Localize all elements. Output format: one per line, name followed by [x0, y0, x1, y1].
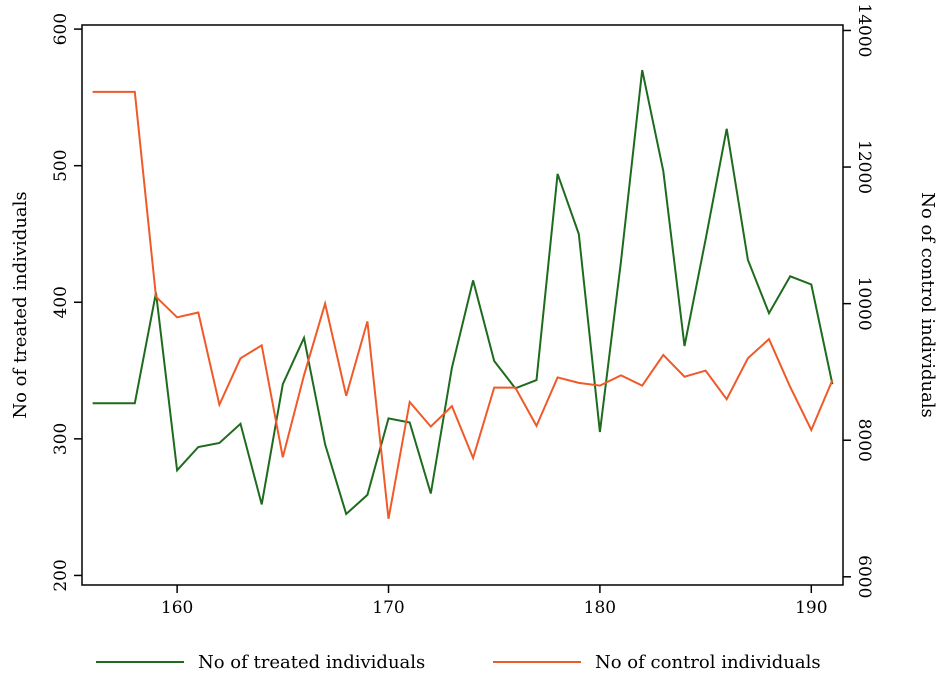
- x-axis: 160 170 180 190: [161, 585, 828, 618]
- legend: No of treated individuals No of control …: [96, 652, 821, 673]
- y-left-tick-label: 600: [51, 13, 71, 45]
- series-line-treated: [92, 69, 834, 516]
- series-line-control: [92, 90, 834, 519]
- series-lines: [92, 69, 834, 519]
- y-axis-left-title: No of treated individuals: [10, 191, 31, 418]
- x-tick-label: 190: [795, 598, 827, 618]
- legend-label-control: No of control individuals: [595, 652, 821, 673]
- x-tick-label: 180: [584, 598, 616, 618]
- y-right-tick-label: 6000: [854, 555, 874, 598]
- y-right-tick-label: 8000: [854, 419, 874, 462]
- y-left-tick-label: 200: [51, 559, 71, 591]
- y-left-tick-label: 400: [51, 286, 71, 318]
- y-axis-right-title: No of control individuals: [917, 192, 938, 418]
- y-left-tick-label: 300: [51, 423, 71, 455]
- y-axis-right: 6000 8000 10000 12000 14000: [843, 3, 874, 598]
- x-tick-label: 160: [161, 598, 193, 618]
- x-tick-label: 170: [372, 598, 404, 618]
- y-right-tick-label: 10000: [854, 277, 874, 331]
- y-right-tick-label: 12000: [854, 140, 874, 194]
- y-left-tick-label: 500: [51, 149, 71, 181]
- legend-label-treated: No of treated individuals: [198, 652, 425, 673]
- plot-frame: [81, 24, 844, 586]
- y-right-tick-label: 14000: [854, 3, 874, 57]
- y-axis-left: 200 300 400 500 600: [51, 13, 82, 592]
